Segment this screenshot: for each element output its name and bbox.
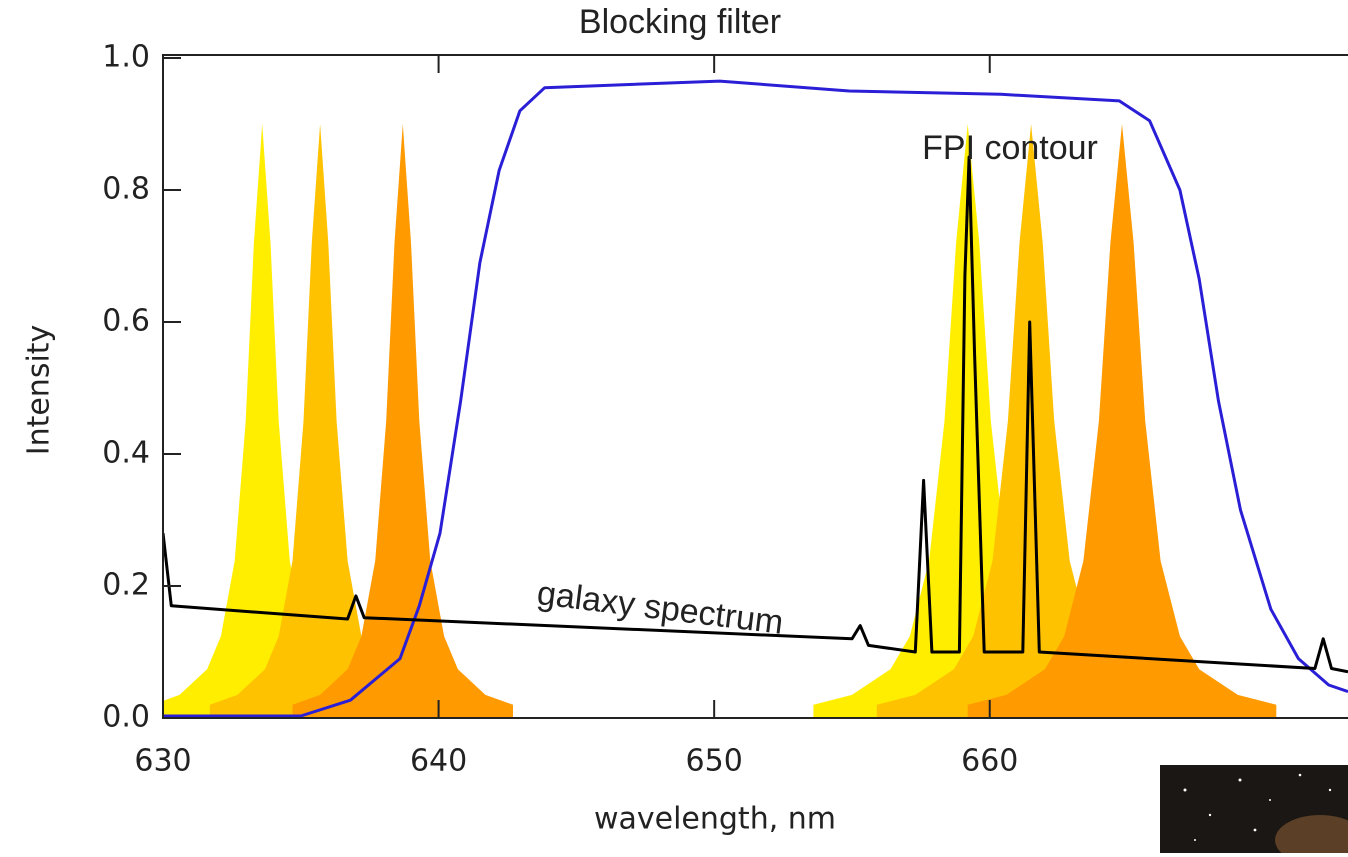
annotation: FPI contour [922,129,1098,167]
y-tick-label: 0.4 [102,436,150,471]
x-tick-label: 650 [686,744,743,779]
line [163,79,1348,718]
area [813,124,1122,718]
x-axis-title: wavelength, nm [594,802,836,837]
plot-area [163,79,1348,718]
y-axis-title: Intensity [22,325,57,456]
y-tick-label: 0.0 [102,700,150,735]
y-tick-label: 0.2 [102,568,150,603]
y-tick-label: 0.8 [102,172,150,207]
plot-frame [162,54,1348,719]
x-tick-label: 640 [410,744,467,779]
x-tick-label: 630 [134,744,191,779]
galaxy-thumbnail [1160,765,1348,857]
x-tick-label: 660 [961,744,1018,779]
line [163,155,1348,674]
area [209,124,431,718]
y-tick-label: 1.0 [102,40,150,75]
area [292,124,513,718]
area [163,124,373,718]
annotation: Blocking filter [579,3,781,41]
area [967,124,1277,718]
y-tick-label: 0.6 [102,304,150,339]
